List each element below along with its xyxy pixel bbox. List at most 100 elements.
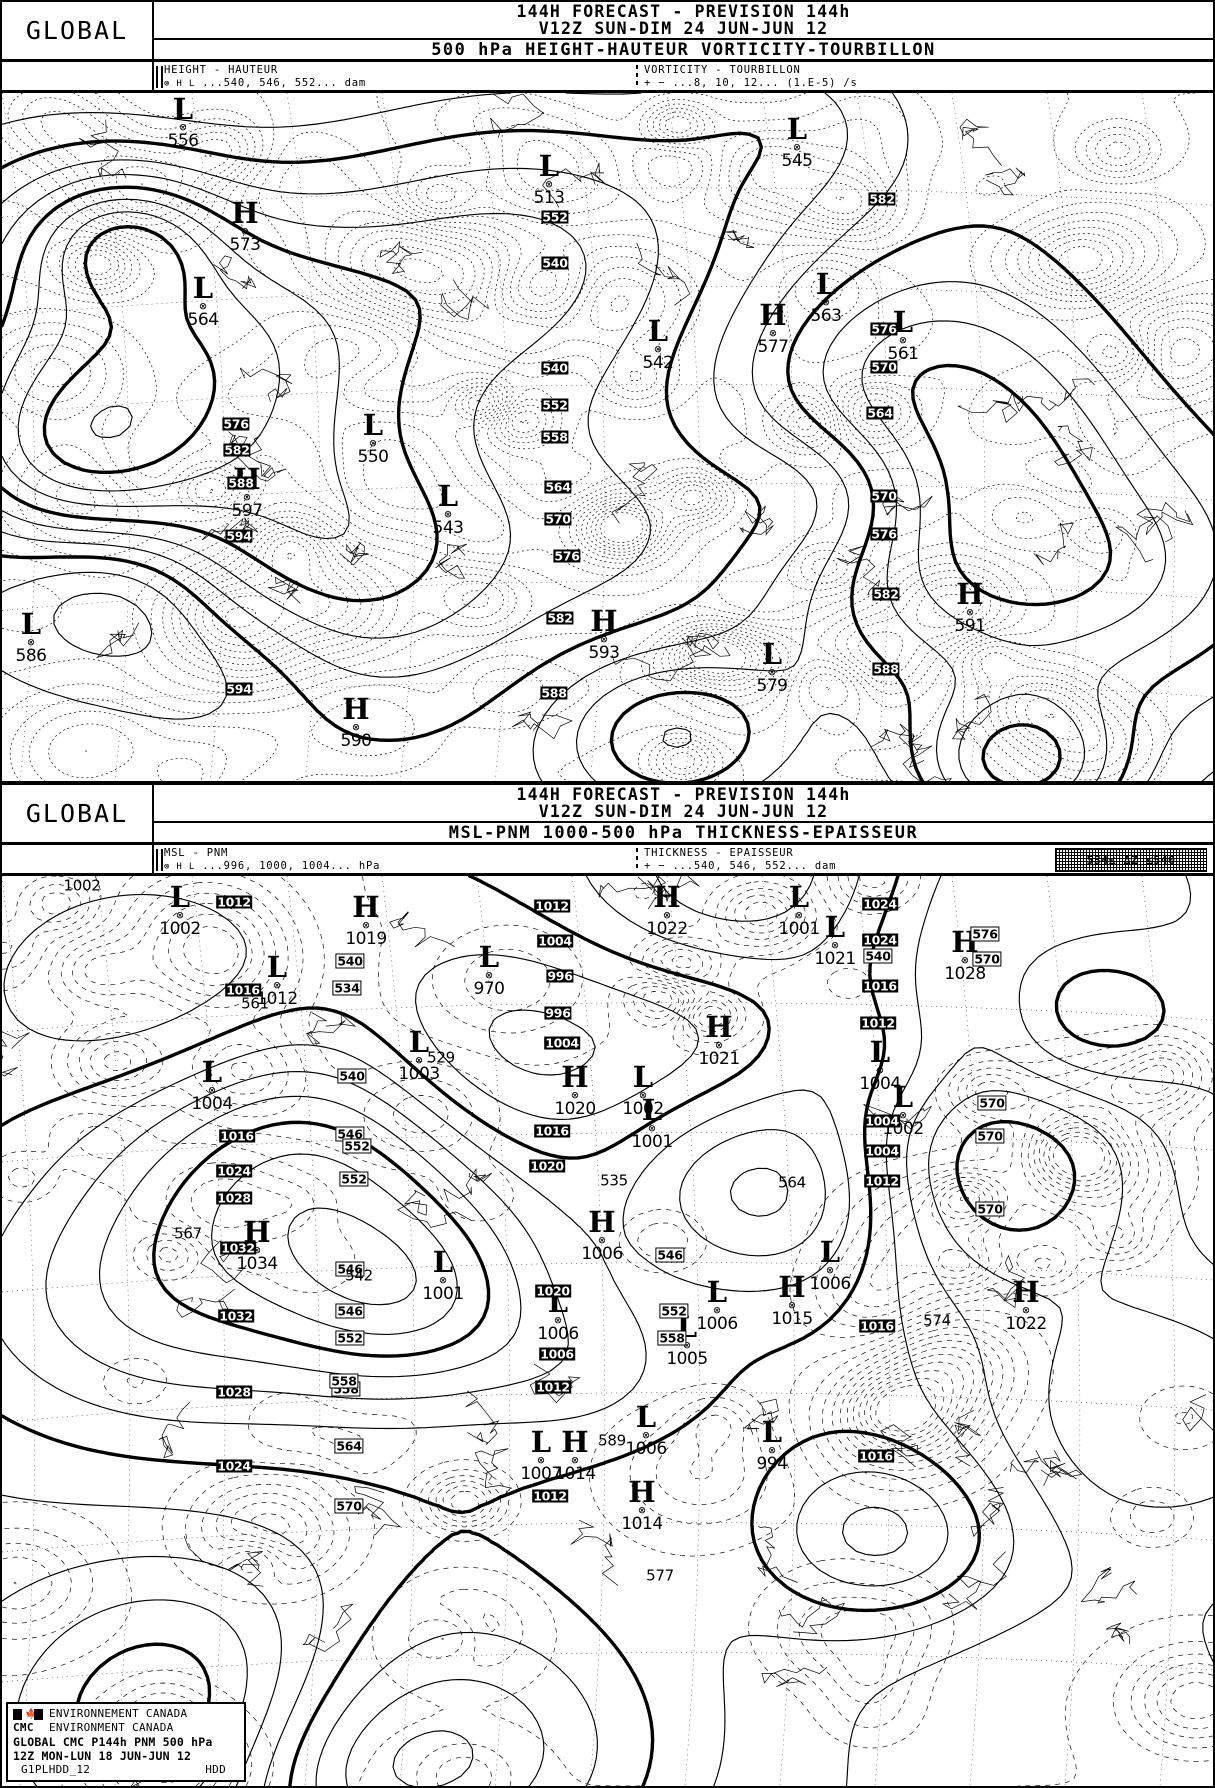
title-top-upper: 144H FORECAST - PREVISION 144h V12Z SUN-… bbox=[154, 2, 1213, 40]
panel-500hpa-legend: HEIGHT - HAUTEUR ⊗ H L ...540, 546, 552.… bbox=[0, 62, 1215, 93]
contour-label: 582 bbox=[872, 586, 900, 602]
contour-label: 576 bbox=[870, 526, 898, 542]
contour-label: 1004 bbox=[537, 933, 573, 949]
legend-spacer-upper bbox=[2, 62, 154, 90]
panel-subtitle-lower: MSL-PNM 1000-500 hPa THICKNESS-EPAISSEUR bbox=[448, 823, 919, 843]
contour-label: 1012 bbox=[216, 894, 252, 910]
contour-label: 540 bbox=[335, 953, 365, 969]
contour-label: 1016 bbox=[858, 1448, 894, 1464]
title-cell-lower: 144H FORECAST - PREVISION 144h V12Z SUN-… bbox=[154, 785, 1213, 843]
credit-box: 🍁 ENVIRONNEMENT CANADA CMC ENVIRONMENT C… bbox=[6, 1702, 246, 1782]
contour-label: 1004 bbox=[544, 1035, 580, 1051]
map-msl-thickness[interactable]: L ⊗ 1002 H ⊗ 1019 L ⊗ 1012 L ⊗ 970 H ⊗ 1022 L ⊗ 1001 H ⊗ 102… bbox=[0, 876, 1215, 1788]
contour-label: 1024 bbox=[862, 896, 898, 912]
panel-msl-header: GLOBAL 144H FORECAST - PREVISION 144h V1… bbox=[0, 783, 1215, 845]
solid-line-icon-4 bbox=[161, 849, 163, 871]
legend-thickness-list: ...540, 546, 552... dam bbox=[672, 860, 837, 872]
contour-label: 1002 bbox=[63, 876, 101, 895]
org-name-fr: ENVIRONNEMENT CANADA bbox=[49, 1707, 188, 1720]
contour-label: 576 bbox=[870, 321, 898, 337]
credit-run-time: 12Z MON-LUN 18 JUN-JUN 12 bbox=[13, 1749, 192, 1763]
contour-label: 1020 bbox=[535, 1283, 571, 1299]
contour-label: 1004 bbox=[864, 1113, 900, 1129]
credit-chart-code: HDD bbox=[205, 1763, 226, 1776]
org-name-en: ENVIRONMENT CANADA bbox=[49, 1721, 174, 1734]
contour-label: 570 bbox=[870, 359, 898, 375]
contour-label: 1028 bbox=[216, 1384, 252, 1400]
solid-line-icon-3 bbox=[156, 849, 158, 871]
credit-id-row: G1PLHDD_12 HDD bbox=[13, 1763, 240, 1777]
thickness-shading-key: 534≤ ΔZ ≤540 bbox=[1055, 848, 1207, 872]
legend-vorticity: VORTICITY - TOURBILLON + − ...8, 10, 12.… bbox=[634, 62, 1213, 90]
contour-label: 570 bbox=[544, 511, 572, 527]
contour-label: 540 bbox=[541, 360, 569, 376]
contour-label: 570 bbox=[334, 1498, 364, 1514]
contour-label: 552 bbox=[335, 1330, 365, 1346]
legend-spacer-lower bbox=[2, 845, 154, 873]
contour-label: 546 bbox=[335, 1303, 365, 1319]
legend-vorticity-heading: VORTICITY - TOURBILLON bbox=[644, 64, 801, 76]
model-label-cell-lower: GLOBAL bbox=[2, 785, 154, 842]
contour-label: 588 bbox=[872, 661, 900, 677]
forecast-title-upper: 144H FORECAST - PREVISION 144h bbox=[516, 2, 851, 21]
contour-label: 552 bbox=[541, 397, 569, 413]
legend-vorticity-values: + − ...8, 10, 12... (1.E-5) /s bbox=[644, 77, 1213, 90]
contour-label: 567 bbox=[174, 1224, 202, 1243]
forecast-title-lower: 144H FORECAST - PREVISION 144h bbox=[516, 785, 851, 804]
contour-label: 552 bbox=[342, 1138, 372, 1154]
model-label-upper: GLOBAL bbox=[25, 16, 129, 45]
contour-label: 1012 bbox=[860, 1015, 896, 1031]
contour-label: 582 bbox=[868, 191, 896, 207]
contour-label: 540 bbox=[337, 1068, 367, 1084]
legend-height-heading: HEIGHT - HAUTEUR bbox=[164, 64, 278, 76]
contour-label: 561 bbox=[241, 994, 269, 1013]
dashed-line-icon-2 bbox=[636, 848, 638, 872]
legend-thickness-symbols: + − bbox=[644, 860, 666, 872]
contour-label: 552 bbox=[541, 209, 569, 225]
legend-thickness: THICKNESS - EPAISSEUR + − ...540, 546, 5… bbox=[634, 845, 1213, 873]
contour-label: 1024 bbox=[862, 932, 898, 948]
credit-chart-id: G1PLHDD_12 bbox=[21, 1763, 91, 1776]
contour-label: 1006 bbox=[539, 1346, 575, 1362]
title-cell-upper: 144H FORECAST - PREVISION 144h V12Z SUN-… bbox=[154, 2, 1213, 60]
contour-label: 1020 bbox=[529, 1158, 565, 1174]
contour-label: 577 bbox=[646, 1566, 674, 1585]
contour-label: 564 bbox=[544, 479, 572, 495]
solid-line-icon-2 bbox=[161, 66, 163, 88]
contour-label: 570 bbox=[972, 951, 1002, 967]
contour-label: 570 bbox=[975, 1201, 1005, 1217]
contour-label: 535 bbox=[600, 1171, 628, 1190]
panel-subtitle-upper: 500 hPa HEIGHT-HAUTEUR VORTICITY-TOURBIL… bbox=[431, 40, 936, 60]
legend-vorticity-symbols: + − bbox=[644, 77, 666, 89]
contour-label: 996 bbox=[544, 1005, 572, 1021]
legend-msl: MSL - PNM ⊗ H L ...996, 1000, 1004... hP… bbox=[154, 845, 634, 873]
contour-label: 574 bbox=[923, 1311, 951, 1330]
legend-msl-values: ⊗ H L ...996, 1000, 1004... hPa bbox=[164, 860, 634, 874]
dashed-line-icon bbox=[636, 65, 638, 89]
map-500hpa[interactable]: L ⊗ 556 H ⊗ 573 L ⊗ 564 L ⊗ 513 L ⊗ 542 L ⊗ 545 H ⊗ 577 L ⊗ 563… bbox=[0, 93, 1215, 783]
contour-label: 558 bbox=[329, 1373, 359, 1389]
contour-label: 588 bbox=[227, 475, 255, 491]
contour-label: 589 bbox=[598, 1431, 626, 1450]
panel-msl-thickness: GLOBAL 144H FORECAST - PREVISION 144h V1… bbox=[0, 783, 1215, 1788]
cmc-label: CMC bbox=[13, 1721, 34, 1734]
contour-label: 582 bbox=[546, 610, 574, 626]
title-top-lower: 144H FORECAST - PREVISION 144h V12Z SUN-… bbox=[154, 785, 1213, 823]
panel-500hpa-header: GLOBAL 144H FORECAST - PREVISION 144h V1… bbox=[0, 0, 1215, 62]
contour-label: 1016 bbox=[859, 1318, 895, 1334]
contour-label: 558 bbox=[541, 429, 569, 445]
contour-label: 576 bbox=[222, 416, 250, 432]
credit-row-fr: 🍁 ENVIRONNEMENT CANADA bbox=[13, 1707, 240, 1721]
legend-height: HEIGHT - HAUTEUR ⊗ H L ...540, 546, 552.… bbox=[154, 62, 634, 90]
legend-msl-symbols: ⊗ H L bbox=[164, 862, 196, 872]
legend-body-upper: HEIGHT - HAUTEUR ⊗ H L ...540, 546, 552.… bbox=[154, 62, 1213, 90]
contour-label: 1032 bbox=[218, 1308, 254, 1324]
legend-vorticity-list: ...8, 10, 12... (1.E-5) /s bbox=[672, 77, 858, 89]
title-bottom-lower: MSL-PNM 1000-500 hPa THICKNESS-EPAISSEUR bbox=[154, 823, 1213, 843]
contour-label: 588 bbox=[540, 685, 568, 701]
contour-label: 1004 bbox=[864, 1143, 900, 1159]
thickness-shading-range: 534≤ ΔZ ≤540 bbox=[1086, 853, 1176, 867]
contour-label: 1016 bbox=[219, 1128, 255, 1144]
panel-500hpa: GLOBAL 144H FORECAST - PREVISION 144h V1… bbox=[0, 0, 1215, 783]
